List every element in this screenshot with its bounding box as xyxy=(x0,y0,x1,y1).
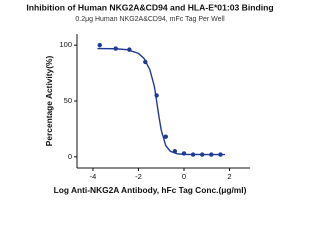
y-tick-label: 50 xyxy=(64,96,72,105)
data-point xyxy=(163,134,168,139)
x-tick-label: -2 xyxy=(135,172,142,181)
y-tick-label: 0 xyxy=(68,152,72,161)
chart-title: Inhibition of Human NKG2A&CD94 and HLA-E… xyxy=(26,2,273,12)
data-point xyxy=(97,42,102,48)
y-tick-label: 100 xyxy=(59,40,72,49)
y-axis-label: Percentage Activity(%) xyxy=(44,56,54,147)
x-tick-label: -4 xyxy=(90,172,97,181)
x-tick-label: 0 xyxy=(182,172,186,181)
x-axis-label: Log Anti-NKG2A Antibody, hFc Tag Conc.(μ… xyxy=(54,185,247,195)
chart-subtitle: 0.2μg Human NKG2A&CD94, mFc Tag Per Well xyxy=(75,16,225,23)
chart: Inhibition of Human NKG2A&CD94 and HLA-E… xyxy=(26,2,273,195)
x-tick-label: 2 xyxy=(227,172,231,181)
fit-curve xyxy=(97,47,225,156)
